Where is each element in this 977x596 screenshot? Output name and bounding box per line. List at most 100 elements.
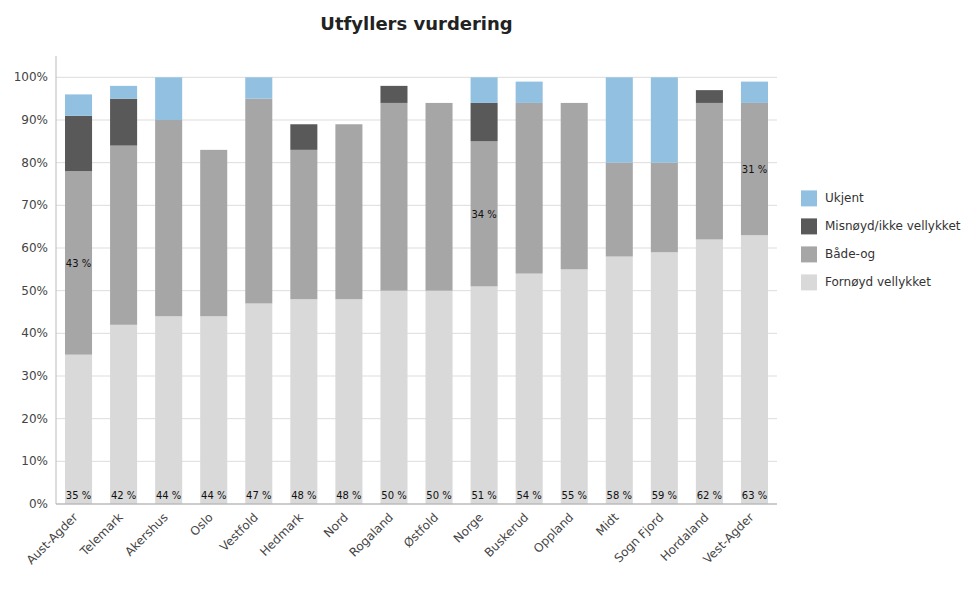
x-tick-label: Norge	[451, 510, 486, 545]
data-label: 59 %	[652, 490, 677, 501]
data-label: 44 %	[156, 490, 181, 501]
x-tick-label: Buskerud	[482, 510, 532, 560]
x-tick-label: Akershus	[122, 510, 171, 559]
data-label: 51 %	[471, 490, 496, 501]
bar-segment	[696, 90, 723, 91]
bar-segment	[380, 85, 407, 86]
x-tick-label: Telemark	[77, 510, 126, 559]
y-tick-label: 80%	[21, 156, 48, 170]
data-label: 63 %	[742, 490, 767, 501]
legend-label: Både-og	[825, 247, 875, 261]
data-label: 34 %	[471, 209, 496, 220]
bar-segment	[741, 82, 768, 103]
y-tick-label: 20%	[21, 412, 48, 426]
y-tick-label: 40%	[21, 326, 48, 340]
y-tick-label: 100%	[14, 70, 48, 84]
bar-segment	[516, 82, 543, 103]
bar-segment	[606, 257, 633, 504]
bar-segment	[245, 303, 272, 504]
bar-segment	[426, 102, 453, 103]
bar-segment	[290, 124, 317, 125]
bar-segment	[380, 291, 407, 504]
bar-segment	[110, 99, 137, 146]
y-tick-label: 30%	[21, 369, 48, 383]
bar-segment	[651, 77, 678, 162]
x-tick-label: Østfold	[401, 510, 441, 550]
y-tick-label: 50%	[21, 284, 48, 298]
grid	[56, 77, 777, 504]
bars	[65, 77, 768, 504]
data-label: 44 %	[201, 490, 226, 501]
data-label: 42 %	[111, 490, 136, 501]
bar-segment	[426, 291, 453, 504]
bar-segment	[471, 103, 498, 141]
data-label: 31 %	[742, 164, 767, 175]
data-label: 55 %	[562, 490, 587, 501]
bar-segment	[561, 103, 588, 269]
x-tick-label: Rogaland	[347, 510, 397, 560]
bar-segment	[606, 163, 633, 257]
bar-segment	[245, 77, 272, 98]
bar-segment	[561, 102, 588, 103]
bar-segment	[65, 171, 92, 354]
bar-segment	[155, 316, 182, 504]
data-label: 47 %	[246, 490, 271, 501]
bar-segment	[741, 235, 768, 504]
legend-label: Fornøyd vellykket	[825, 275, 931, 289]
bar-segment	[65, 94, 92, 115]
bar-segment	[741, 103, 768, 235]
bar-segment	[696, 103, 723, 240]
y-tick-label: 90%	[21, 113, 48, 127]
bar-segment	[200, 316, 227, 504]
data-label: 58 %	[607, 490, 632, 501]
bar-segment	[380, 103, 407, 291]
bar-segment	[561, 102, 588, 103]
x-tick-label: Sogn Fjord	[611, 510, 666, 565]
x-tick-label: Aust-Agder	[24, 510, 81, 567]
data-label: 48 %	[291, 490, 316, 501]
y-tick-label: 60%	[21, 241, 48, 255]
bar-segment	[516, 103, 543, 274]
bar-segment	[335, 299, 362, 504]
bar-segment	[426, 102, 453, 103]
data-label: 54 %	[516, 490, 541, 501]
legend: Ukjent Misnøyd/ikke vellykket Både-og Fornø…	[801, 190, 961, 290]
bar-segment	[290, 124, 317, 150]
x-tick-label: Oslo	[187, 510, 216, 539]
bar-segment	[651, 163, 678, 253]
data-label: 50 %	[426, 490, 451, 501]
bar-segment	[155, 120, 182, 316]
y-tick-label: 0%	[29, 497, 48, 511]
y-tick-label: 70%	[21, 198, 48, 212]
bar-segment	[651, 252, 678, 504]
bar-segment	[110, 325, 137, 504]
bar-segment	[155, 77, 182, 120]
bar-segment	[290, 150, 317, 299]
bar-segment	[335, 124, 362, 299]
bar-segment	[200, 149, 227, 150]
bar-segment	[471, 286, 498, 504]
x-tick-label: Vest-Agder	[700, 510, 756, 566]
bar-segment	[561, 269, 588, 504]
title: Utfyllers vurdering	[320, 13, 512, 34]
bar-segment	[471, 77, 498, 103]
data-label: 62 %	[697, 490, 722, 501]
legend-swatch	[801, 218, 817, 234]
bar-segment	[606, 77, 633, 162]
legend-swatch	[801, 190, 817, 206]
legend-label: Ukjent	[825, 191, 864, 205]
bar-segment	[245, 99, 272, 304]
y-axis-line	[56, 56, 57, 504]
bar-segment	[426, 103, 453, 291]
bar-segment	[110, 146, 137, 325]
bar-segment	[516, 274, 543, 504]
bar-segment	[65, 116, 92, 171]
x-tick-label: Hedmark	[257, 510, 306, 559]
data-label: 48 %	[336, 490, 361, 501]
legend-label: Misnøyd/ikke vellykket	[825, 219, 961, 233]
bar-segment	[696, 90, 723, 103]
x-axis-line	[56, 504, 777, 505]
bar-segment	[200, 149, 227, 150]
x-tick-label: Midt	[593, 510, 621, 538]
bar-segment	[65, 355, 92, 504]
